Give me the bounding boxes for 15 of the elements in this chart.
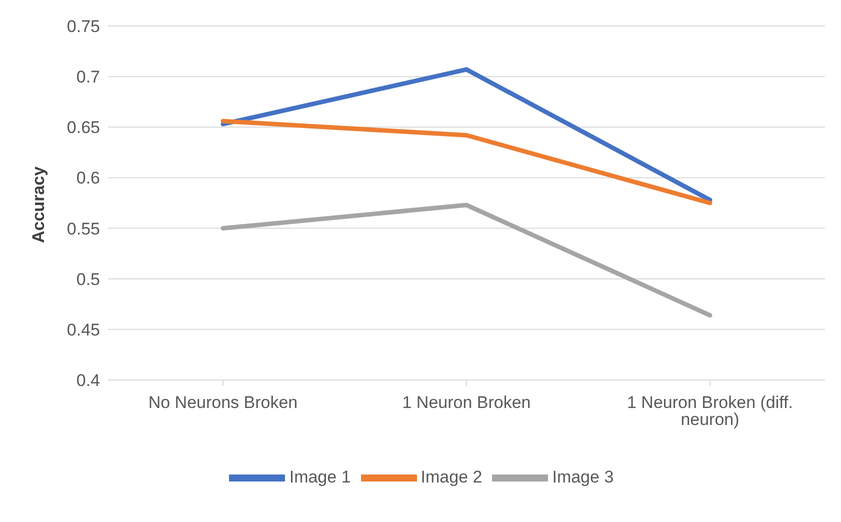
y-tick-label: 0.75 — [66, 17, 100, 36]
y-tick-label: 0.55 — [66, 219, 100, 238]
legend-label: Image 3 — [552, 467, 614, 486]
x-tick-label: 1 Neuron Broken — [402, 393, 531, 412]
y-tick-label: 0.5 — [76, 270, 100, 289]
x-tick-label: 1 Neuron Broken (diff. neuron) — [627, 393, 793, 430]
x-tick-label: No Neurons Broken — [148, 393, 298, 412]
y-tick-label: 0.4 — [76, 371, 100, 390]
y-tick-label: 0.65 — [66, 118, 100, 138]
legend-label: Image 1 — [289, 467, 351, 486]
y-tick-label: 0.7 — [76, 68, 100, 87]
y-tick-label: 0.45 — [66, 320, 100, 340]
legend-label: Image 2 — [420, 467, 482, 486]
y-axis-title: Accuracy — [29, 166, 48, 243]
y-tick-label: 0.6 — [76, 168, 100, 188]
